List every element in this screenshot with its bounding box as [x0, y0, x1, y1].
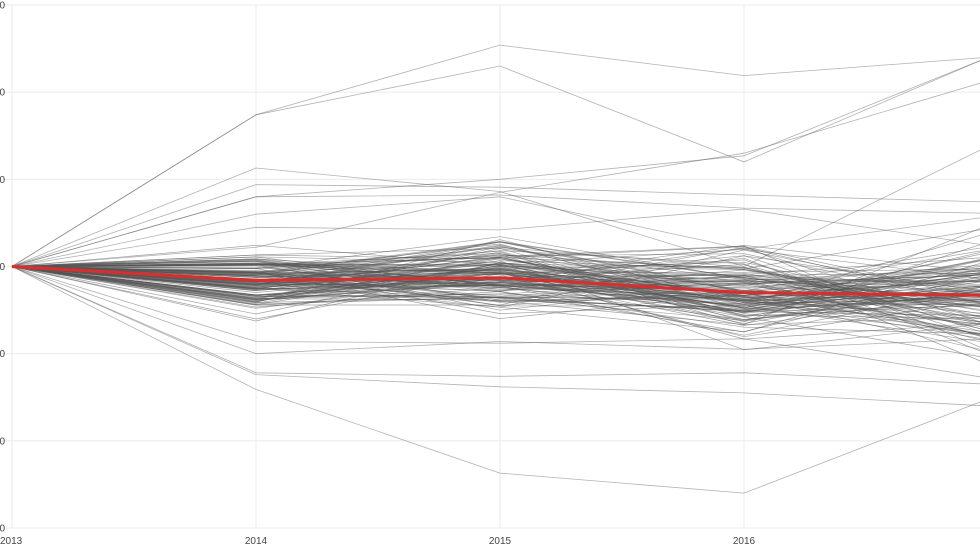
outlier-series-line [11, 82, 980, 267]
x-tick-label: 2015 [489, 536, 512, 547]
outlier-series-line [11, 208, 980, 267]
background-series-line [11, 245, 980, 348]
y-tick-label: 0 [0, 349, 5, 360]
background-series-line [11, 263, 980, 310]
y-tick-label: 0 [0, 175, 5, 186]
outlier-series-line [11, 194, 980, 267]
y-tick-label: 0 [0, 524, 5, 535]
outlier-series-line [11, 60, 980, 267]
x-tick-label: 2016 [733, 536, 756, 547]
outlier-series-line [11, 266, 980, 406]
background-series-line [11, 266, 980, 319]
background-series-line [11, 266, 980, 312]
background-series-line [11, 266, 980, 305]
background-series-line [11, 266, 980, 302]
outlier-series-line [11, 266, 980, 494]
y-tick-label: 0 [0, 436, 5, 447]
background-series-line [11, 266, 980, 335]
x-tick-label: 2014 [245, 536, 268, 547]
x-axis-ticks: 2013 2014 2015 2016 [0, 536, 756, 547]
background-series-line [11, 247, 980, 318]
background-series-line [11, 266, 980, 321]
background-series-line [11, 250, 980, 317]
outlier-series-line [11, 196, 980, 267]
outlier-series-line [11, 266, 980, 355]
outlier-series-line [11, 266, 980, 385]
x-tick-label: 2013 [0, 536, 23, 547]
outlier-series-line [11, 44, 980, 267]
y-tick-label: 0 [0, 1, 5, 12]
y-axis-ticks: 0 0 0 0 0 0 0 [0, 1, 5, 535]
background-series-line [11, 266, 980, 301]
background-series-line [11, 260, 980, 311]
background-series-line [11, 266, 980, 336]
highlight-series-group [11, 264, 980, 297]
background-series-line [11, 266, 980, 308]
background-series-line [11, 266, 980, 316]
background-series-line [11, 262, 980, 296]
background-series-line [11, 249, 980, 306]
chart-grid [0, 4, 980, 529]
outlier-series-line [11, 184, 980, 267]
y-tick-label: 0 [0, 262, 5, 273]
outlier-series-line [11, 60, 980, 267]
background-series-line [11, 249, 980, 279]
highlight-series-line [11, 264, 980, 297]
background-series-line [11, 259, 980, 337]
background-series-line [11, 266, 980, 334]
background-series-group [11, 228, 980, 362]
outlier-series-group [11, 44, 980, 494]
outlier-series-line [11, 266, 980, 378]
background-series-line [11, 253, 980, 303]
background-series-line [11, 256, 980, 314]
y-tick-label: 0 [0, 88, 5, 99]
outlier-series-line [11, 149, 980, 267]
